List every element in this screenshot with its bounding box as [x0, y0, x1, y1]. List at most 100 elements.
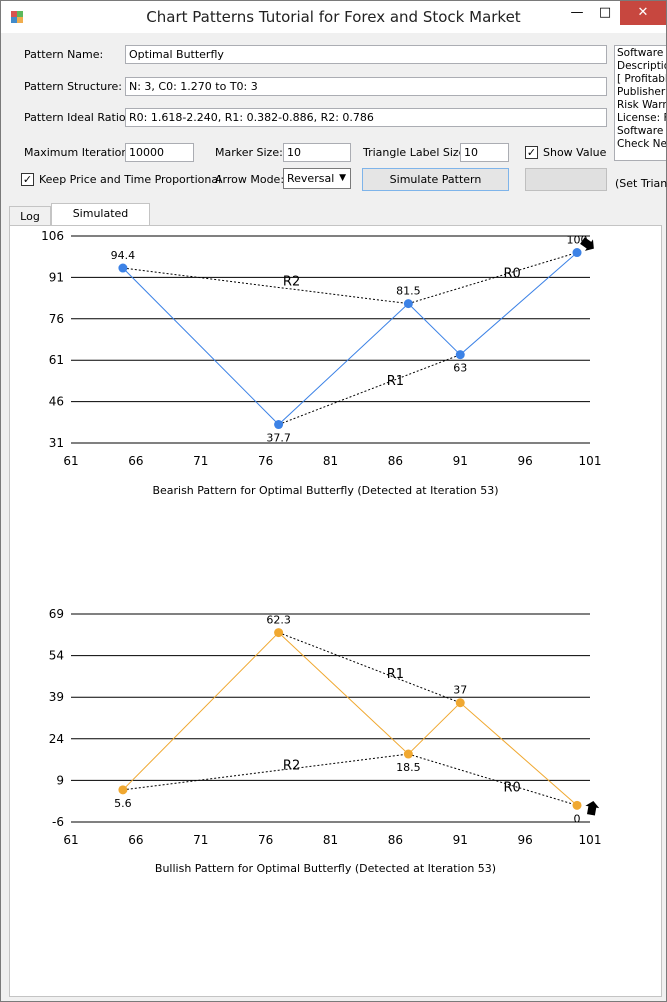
x-tick-label: 91: [453, 454, 468, 468]
max-iteration-field[interactable]: 10000: [125, 143, 194, 162]
ratio-label: R1: [387, 374, 404, 389]
data-label: 62.3: [266, 614, 291, 627]
y-tick-label: 46: [49, 395, 64, 409]
marker-size-label: Marker Size:: [215, 146, 283, 159]
data-label: 37: [453, 684, 467, 697]
y-tick-label: 39: [49, 690, 64, 704]
data-point: [572, 248, 582, 258]
reversal-arrow-icon: [585, 801, 600, 816]
info-line: [ Profitabl: [617, 73, 666, 85]
y-tick-label: 9: [56, 773, 64, 787]
ratio-label: R0: [503, 266, 520, 281]
y-tick-label: 91: [49, 270, 64, 284]
data-point: [403, 749, 413, 759]
x-tick-label: 71: [193, 454, 208, 468]
y-tick-label: 69: [49, 607, 64, 621]
info-line: Descriptio: [617, 60, 666, 72]
info-line: Software: [617, 47, 664, 59]
arrow-mode-select[interactable]: Reversal ▼: [283, 168, 351, 189]
pattern-structure-field[interactable]: N: 3, C0: 1.270 to T0: 3: [125, 77, 607, 96]
title-bar: Chart Patterns Tutorial for Forex and St…: [1, 1, 666, 33]
x-tick-label: 101: [579, 454, 602, 468]
ratio-line: [122, 753, 409, 791]
ratio-line: [408, 753, 578, 806]
data-point: [118, 263, 128, 273]
data-point: [274, 420, 284, 430]
data-label: 37.7: [266, 432, 291, 445]
show-value-label: Show Value: [543, 146, 607, 159]
x-tick-label: 86: [388, 833, 403, 847]
x-tick-label: 61: [63, 454, 78, 468]
x-tick-label: 76: [258, 833, 273, 847]
info-line: License: F: [617, 112, 666, 124]
ratio-line: [408, 252, 578, 305]
x-tick-label: 96: [517, 833, 532, 847]
y-tick-label: 24: [49, 732, 64, 746]
keep-proportional-label: Keep Price and Time Proportional: [39, 173, 222, 186]
data-point: [455, 698, 465, 708]
simulated-pattern-panel: [9, 225, 662, 997]
window-title: Chart Patterns Tutorial for Forex and St…: [146, 8, 521, 26]
x-tick-label: 81: [323, 454, 338, 468]
maximize-button[interactable]: □: [598, 5, 612, 20]
x-tick-label: 71: [193, 833, 208, 847]
data-point: [455, 350, 465, 360]
y-tick-label: 31: [49, 436, 64, 450]
simulate-pattern-button[interactable]: Simulate Pattern: [362, 168, 509, 191]
y-tick-label: 106: [41, 229, 64, 243]
arrow-mode-value: Reversal: [287, 172, 335, 185]
data-point: [572, 800, 582, 810]
x-tick-label: 61: [63, 833, 78, 847]
pattern-ratio-field[interactable]: R0: 1.618-2.240, R1: 0.382-0.886, R2: 0.…: [125, 108, 607, 127]
set-triangle-label: (Set Trian: [615, 177, 667, 190]
info-textbox[interactable]: Software Descriptio [ Profitabl Publishe…: [614, 45, 666, 161]
data-label: 0: [574, 812, 581, 825]
info-line: Publisher:: [617, 86, 666, 98]
arrow-mode-label: Arrow Mode:: [215, 173, 285, 186]
pattern-name-label: Pattern Name:: [24, 48, 104, 61]
ratio-line: [122, 267, 409, 305]
chevron-down-icon: ▼: [339, 173, 346, 183]
y-tick-label: 54: [49, 649, 64, 663]
pattern-name-field[interactable]: Optimal Butterfly: [125, 45, 607, 64]
show-value-checkbox[interactable]: ✓: [525, 146, 538, 159]
ratio-label: R1: [387, 667, 404, 682]
data-point: [403, 299, 413, 309]
y-tick-label: 76: [49, 312, 64, 326]
info-line: Software: [617, 125, 664, 137]
data-label: 5.6: [114, 797, 132, 810]
ratio-label: R2: [283, 275, 300, 290]
reversal-arrow-icon: [580, 237, 594, 251]
x-tick-label: 66: [128, 454, 143, 468]
x-tick-label: 81: [323, 833, 338, 847]
close-button[interactable]: ✕: [620, 1, 666, 25]
pattern-structure-label: Pattern Structure:: [24, 80, 122, 93]
x-tick-label: 91: [453, 833, 468, 847]
data-label: 18.5: [396, 761, 421, 774]
x-tick-label: 86: [388, 454, 403, 468]
pattern-ratio-label: Pattern Ideal Ratio:: [24, 111, 130, 124]
tab-log[interactable]: Log: [9, 206, 51, 226]
app-icon: [11, 11, 23, 23]
triangle-label-size-label: Triangle Label Size:: [363, 146, 470, 159]
info-line: Risk Warn: [617, 99, 666, 111]
x-tick-label: 66: [128, 833, 143, 847]
data-label: 94.4: [111, 249, 136, 262]
series-line: [122, 631, 578, 806]
x-tick-label: 101: [579, 833, 602, 847]
y-tick-label: -6: [52, 815, 64, 829]
info-line: Check Ne: [617, 138, 666, 150]
data-label: 63: [453, 362, 467, 375]
disabled-button: [525, 168, 607, 191]
data-point: [118, 785, 128, 795]
keep-proportional-checkbox[interactable]: ✓: [21, 173, 34, 186]
x-tick-label: 96: [517, 454, 532, 468]
x-tick-label: 76: [258, 454, 273, 468]
marker-size-field[interactable]: 10: [283, 143, 351, 162]
data-label: 81.5: [396, 285, 421, 298]
minimize-button[interactable]: —: [570, 5, 584, 20]
triangle-label-size-field[interactable]: 10: [460, 143, 509, 162]
data-point: [274, 628, 284, 638]
